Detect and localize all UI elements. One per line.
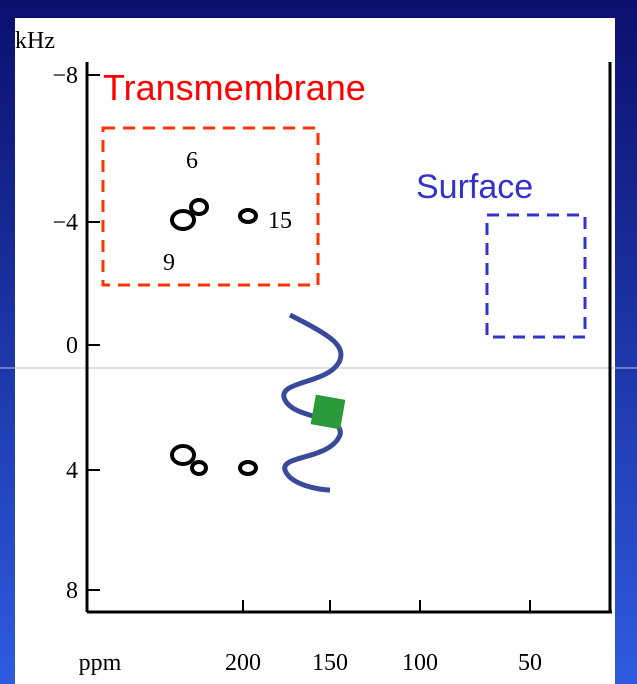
region-label: Surface <box>416 168 533 206</box>
y-tick-label: −8 <box>52 63 78 89</box>
y-axis-label: kHz <box>15 28 55 54</box>
x-tick-label: 200 <box>225 650 261 676</box>
figure-panel <box>15 18 615 684</box>
y-tick-label: 8 <box>66 578 78 604</box>
x-axis-label: ppm <box>79 650 122 676</box>
x-tick-label: 100 <box>402 650 438 676</box>
peak-label: 9 <box>163 250 175 276</box>
slide: kHz −8 −4 0 4 8 ppm 200 150 100 50 6 15 … <box>0 0 637 684</box>
y-tick-label: −4 <box>52 210 78 236</box>
peak-label: 6 <box>186 148 198 174</box>
region-label: Transmembrane <box>103 67 366 108</box>
peak-label: 15 <box>268 208 292 234</box>
y-tick-label: 0 <box>66 333 78 359</box>
x-tick-label: 150 <box>312 650 348 676</box>
y-tick-label: 4 <box>66 458 78 484</box>
x-tick-label: 50 <box>518 650 542 676</box>
peptide-contour <box>311 395 346 430</box>
